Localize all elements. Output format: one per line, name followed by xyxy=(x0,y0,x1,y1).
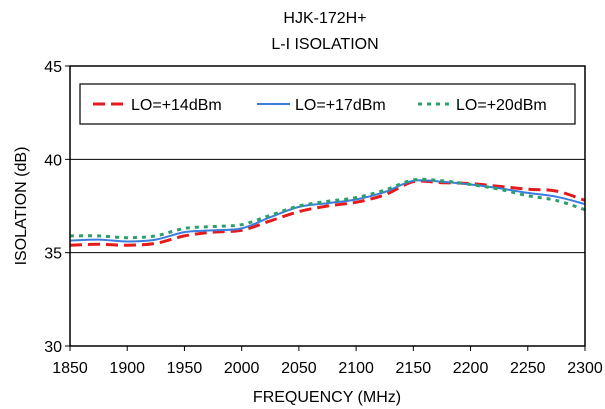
series-line-1 xyxy=(69,179,586,247)
x-axis-ticks: 1850 1900 1950 2000 2050 2100 2150 2200 2250 2300 xyxy=(52,346,603,377)
legend: LO=+14dBm LO=+17dBm LO=+20dBm xyxy=(79,83,576,125)
legend-box xyxy=(79,83,576,125)
x-tick-label: 2250 xyxy=(510,360,546,377)
series-line-2 xyxy=(69,179,586,243)
y-tick-label: 35 xyxy=(44,246,62,263)
y-tick-label: 30 xyxy=(44,339,62,356)
x-tick-label: 1950 xyxy=(167,360,203,377)
chart-subtitle: L-I ISOLATION xyxy=(271,36,378,53)
y-axis-ticks: 30 35 40 45 xyxy=(44,59,70,356)
legend-label-3: LO=+20dBm xyxy=(456,97,547,114)
legend-label-2: LO=+17dBm xyxy=(295,97,386,114)
y-axis-label: ISOLATION (dB) xyxy=(13,147,30,266)
grid-lines xyxy=(70,158,585,254)
series-group xyxy=(69,177,586,247)
x-tick-label: 2050 xyxy=(281,360,317,377)
x-tick-label: 1900 xyxy=(109,360,145,377)
x-tick-label: 2300 xyxy=(567,360,603,377)
legend-label-1: LO=+14dBm xyxy=(131,97,222,114)
x-tick-label: 1850 xyxy=(52,360,88,377)
series-line-3 xyxy=(69,177,586,240)
x-tick-label: 2000 xyxy=(224,360,260,377)
x-axis-label: FREQUENCY (MHz) xyxy=(253,389,401,406)
plot-area xyxy=(69,65,586,347)
y-tick-label: 40 xyxy=(44,152,62,169)
x-tick-label: 2100 xyxy=(338,360,374,377)
chart-title: HJK-172H+ xyxy=(283,10,366,27)
x-tick-label: 2150 xyxy=(396,360,432,377)
y-tick-label: 45 xyxy=(44,59,62,76)
x-tick-label: 2200 xyxy=(453,360,489,377)
